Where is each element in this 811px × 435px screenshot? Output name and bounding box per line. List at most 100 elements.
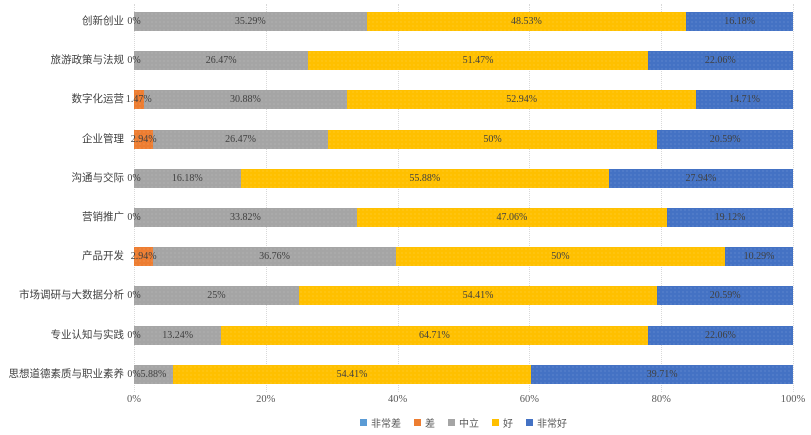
bar-segment-label: 16.18% — [724, 16, 756, 27]
category-label: 思想道德素质与职业素养 — [8, 368, 125, 380]
bar-segment-label: 2.94% — [130, 133, 157, 145]
bar-segment — [666, 208, 793, 227]
legend-label: 非常差 — [371, 419, 401, 430]
legend-label: 好 — [503, 419, 513, 430]
bar-segment-label: 48.53% — [511, 16, 542, 27]
bar-segment — [134, 247, 154, 267]
bar-segment — [356, 208, 668, 227]
gridline — [793, 4, 794, 392]
bar-segment — [347, 90, 697, 110]
gridline — [397, 4, 399, 392]
x-axis-tick-label: 20% — [256, 394, 276, 405]
bar-segment-label: 25% — [207, 290, 226, 302]
bar-segment — [327, 129, 658, 149]
category-label: 市场调研与大数据分析 — [19, 290, 124, 302]
bar-segment-label: 39.71% — [646, 368, 678, 380]
bar-row: 0% 35.29% 48.53% 16.18% — [127, 12, 793, 31]
bar-segment — [608, 168, 794, 188]
bar-segment — [134, 208, 357, 227]
bar-segment — [647, 51, 794, 71]
bar-segment-label: 51.47% — [462, 55, 494, 67]
bar-row: 0% 25% 54.41% 20.59% — [127, 286, 793, 306]
bar-segment — [134, 168, 241, 188]
legend: 非常差 差 中立 好 非常好 — [134, 415, 793, 430]
bar-segment-label: 33.82% — [230, 212, 261, 223]
bar-segment — [686, 12, 793, 31]
bar-segment-label: 55.88% — [409, 172, 441, 184]
bar-segment-label: 26.47% — [205, 55, 237, 67]
category-axis: 创新创业 旅游政策与法规 数字化运营 企业管理 沟通与交际 营销推广 产品开发 市场调研与大数… — [0, 0, 134, 392]
gridline — [265, 4, 267, 392]
bar-segment-label: 13.24% — [162, 329, 194, 341]
bar-segment-label: 30.88% — [230, 94, 261, 106]
bar-segment — [696, 90, 793, 110]
gridline — [529, 4, 531, 392]
bar-segment-label: 0% — [127, 368, 141, 380]
legend-swatch — [360, 419, 367, 426]
bar-segment-label: 47.06% — [496, 212, 528, 223]
bar-segment — [657, 129, 793, 149]
x-axis-tick-label: 0% — [127, 394, 141, 405]
bar-row: 0% 33.82% 47.06% 19.12% — [127, 208, 793, 227]
gridline — [661, 4, 663, 392]
bar-segment — [657, 286, 793, 306]
bar-segment — [725, 247, 793, 267]
bar-segment-label: 27.94% — [685, 172, 717, 184]
legend-swatch — [492, 419, 499, 426]
bar-segment — [531, 364, 793, 384]
legend-label: 中立 — [459, 419, 479, 430]
bar-segment — [134, 364, 173, 384]
bar-segment-label: 1.47% — [125, 94, 152, 106]
bar-segment — [134, 90, 144, 110]
legend-item: 差 — [414, 415, 435, 430]
bar-segment-label: 20.59% — [709, 133, 741, 145]
gridline — [134, 4, 135, 392]
bar-segment-label: 36.76% — [259, 251, 290, 263]
bar-row: 0% 5.88% 54.41% 39.71% — [127, 364, 793, 384]
bar-row: 0% 13.24% 64.71% 22.06% — [127, 325, 794, 345]
bar-segment — [134, 51, 309, 71]
bar-segment-label: 26.47% — [225, 133, 256, 145]
x-axis-tick-label: 80% — [651, 394, 671, 405]
bar-segment — [221, 325, 649, 345]
bar-segment-label: 0% — [127, 329, 141, 341]
bar-segment — [366, 12, 687, 31]
bar-segment-label: 10.29% — [743, 251, 775, 263]
legend-label: 非常好 — [537, 419, 567, 430]
bar-row: 2.94% 36.76% 50% 10.29% — [130, 247, 793, 267]
category-label: 营销推广 — [82, 212, 124, 223]
bar-segment-label: 54.41% — [462, 290, 494, 302]
bar-row: 1.47% 30.88% 52.94% 14.71% — [126, 90, 793, 110]
bar-segment — [240, 168, 610, 188]
x-axis-tick-label: 40% — [387, 394, 408, 405]
bar-segment-label: 64.71% — [419, 329, 450, 341]
bar-segment — [134, 325, 222, 345]
bar-segment — [143, 90, 348, 110]
bar-segment-label: 2.94% — [130, 251, 157, 263]
category-label: 企业管理 — [82, 133, 124, 145]
bar-segment — [153, 247, 396, 267]
bar-segment — [647, 325, 794, 345]
bar-row: 0% 16.18% 55.88% 27.94% — [127, 168, 794, 188]
bar-segment-label: 14.71% — [729, 94, 760, 106]
bar-segment-label: 0% — [127, 212, 141, 223]
bar-segment-label: 52.94% — [506, 94, 538, 106]
legend-swatch — [448, 419, 455, 426]
x-axis-tick-label: 100% — [780, 394, 806, 405]
bar-segment-label: 0% — [127, 290, 141, 302]
bar-segment — [172, 364, 532, 384]
bar-segment — [134, 129, 154, 149]
bar-segment-label: 50% — [483, 133, 502, 145]
bar-segment — [395, 247, 726, 267]
bar-segment-label: 22.06% — [704, 55, 736, 67]
x-axis-tick-label: 60% — [519, 394, 540, 405]
bar-row: 0% 26.47% 51.47% 22.06% — [127, 51, 794, 71]
bar-segment-label: 35.29% — [234, 16, 266, 27]
legend-item: 非常好 — [526, 415, 567, 430]
category-label: 数字化运营 — [71, 94, 125, 106]
bar-segment-label: 54.41% — [336, 368, 368, 380]
bar-segment-label: 5.88% — [140, 368, 167, 380]
bar-segment — [153, 129, 329, 149]
legend-swatch — [414, 419, 421, 426]
bar-segment — [134, 286, 299, 306]
